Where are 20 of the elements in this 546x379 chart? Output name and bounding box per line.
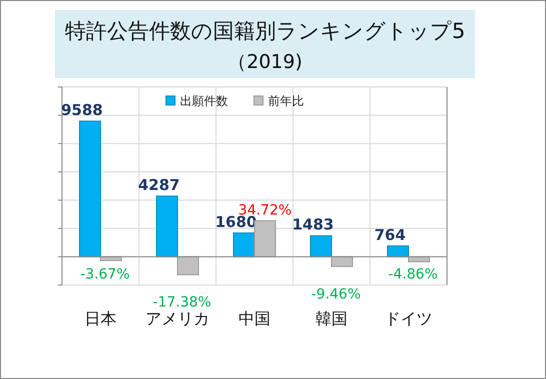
- x-tick-label: アメリカ: [146, 309, 210, 328]
- data-label: 764: [374, 226, 406, 244]
- data-label: 4287: [138, 176, 180, 194]
- legend-label: 前年比: [268, 94, 304, 108]
- bar: [310, 235, 332, 258]
- data-label: -3.67%: [80, 266, 130, 283]
- x-tick-label: 日本: [84, 309, 116, 328]
- bar: [79, 120, 101, 258]
- chart-title: 特許公告件数の国籍別ランキングトップ5: [64, 19, 466, 43]
- x-tick-label: 韓国: [316, 309, 348, 328]
- x-tick-label: ドイツ: [384, 309, 432, 328]
- x-tick-label: 中国: [238, 309, 270, 328]
- data-label: -17.38%: [152, 294, 212, 311]
- legend-label: 出願件数: [180, 94, 228, 108]
- data-label: 9588: [61, 101, 103, 120]
- chart-subtitle: （2019): [228, 51, 302, 73]
- data-label: 1483: [292, 216, 334, 234]
- data-label: -4.86%: [388, 266, 438, 283]
- bar: [156, 196, 178, 258]
- data-label: -9.46%: [311, 286, 361, 303]
